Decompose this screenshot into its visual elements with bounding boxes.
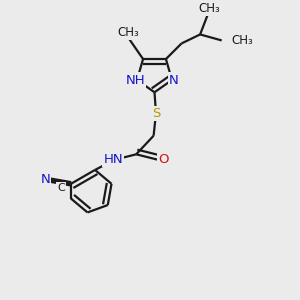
Text: CH₃: CH₃ <box>198 2 220 15</box>
Text: S: S <box>152 107 160 120</box>
Text: NH: NH <box>126 74 145 86</box>
Text: N: N <box>40 173 50 186</box>
Text: HN: HN <box>103 153 123 166</box>
Text: O: O <box>158 153 168 166</box>
Text: N: N <box>169 74 178 86</box>
Text: C: C <box>57 183 65 193</box>
Text: CH₃: CH₃ <box>231 34 253 47</box>
Text: CH₃: CH₃ <box>117 26 139 39</box>
